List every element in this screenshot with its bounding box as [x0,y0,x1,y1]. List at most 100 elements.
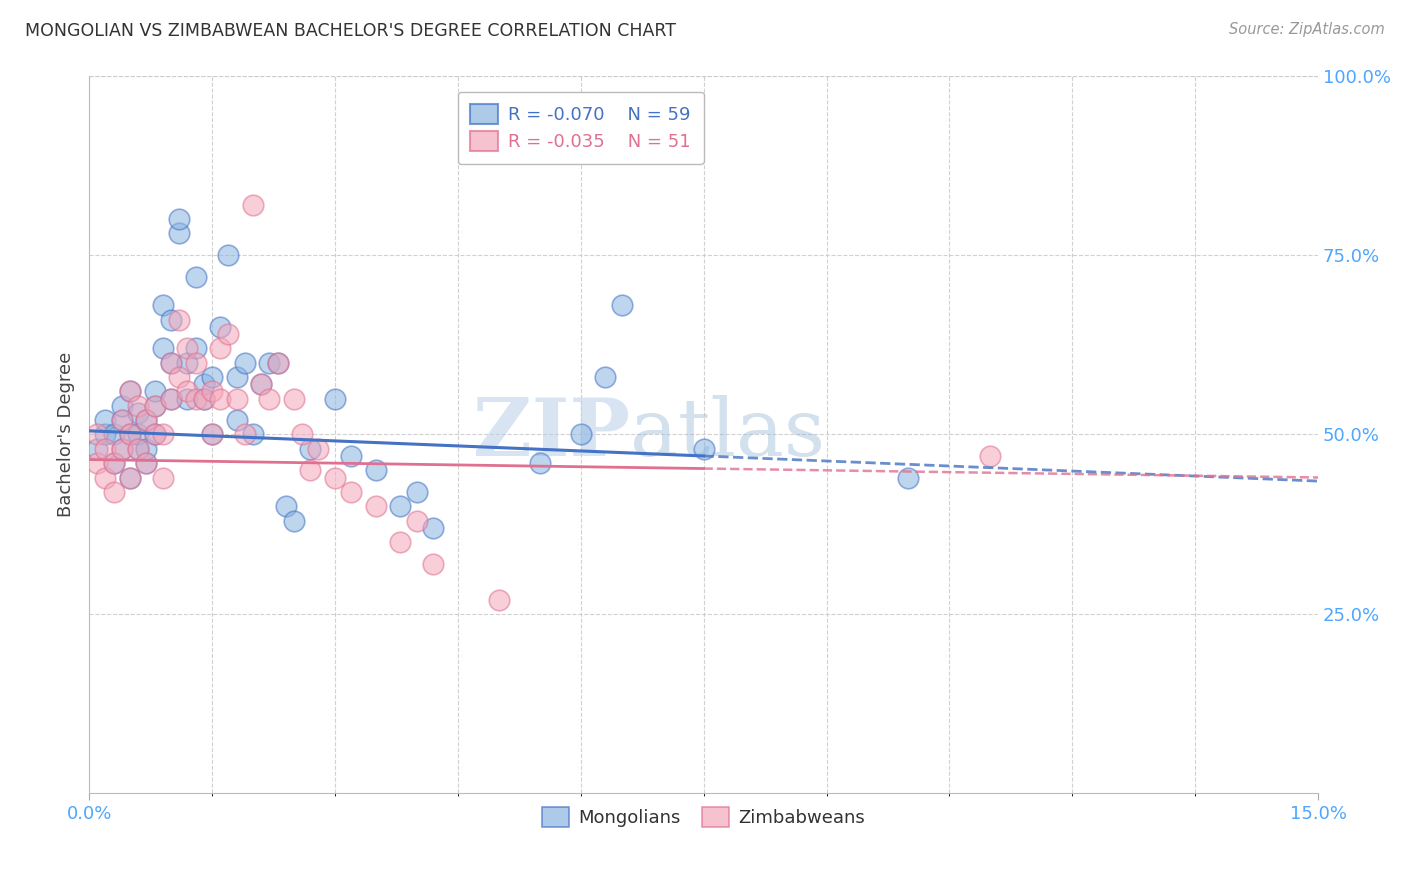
Point [201,427,224,442]
Point [152,427,174,442]
Point [979,449,1001,463]
Point [135,413,157,427]
Point [111,413,134,427]
Point [340,484,363,499]
Point [266,356,288,370]
Point [111,442,134,456]
Point [143,384,166,399]
Point [259,356,281,370]
Point [135,442,157,456]
Point [250,377,273,392]
Point [242,198,264,212]
Point [160,356,183,370]
Point [143,427,166,442]
Legend: Mongolians, Zimbabweans: Mongolians, Zimbabweans [534,800,872,835]
Point [127,442,149,456]
Point [86,456,108,470]
Point [193,392,215,406]
Point [184,392,207,406]
Point [201,370,224,384]
Point [103,456,125,470]
Point [111,399,134,413]
Point [340,449,363,463]
Point [209,319,232,334]
Point [118,384,141,399]
Point [225,413,247,427]
Point [167,312,190,326]
Point [127,442,149,456]
Point [225,370,247,384]
Point [135,456,157,470]
Text: Source: ZipAtlas.com: Source: ZipAtlas.com [1229,22,1385,37]
Point [152,470,174,484]
Point [422,557,444,571]
Point [127,399,149,413]
Point [242,427,264,442]
Point [259,392,281,406]
Text: MONGOLIAN VS ZIMBABWEAN BACHELOR'S DEGREE CORRELATION CHART: MONGOLIAN VS ZIMBABWEAN BACHELOR'S DEGRE… [25,22,676,40]
Point [152,341,174,355]
Point [389,500,412,514]
Point [291,427,314,442]
Point [209,392,232,406]
Point [167,370,190,384]
Point [323,392,346,406]
Point [250,377,273,392]
Point [86,442,108,456]
Point [283,392,305,406]
Point [94,427,117,442]
Point [127,427,149,442]
Point [610,298,633,312]
Point [118,384,141,399]
Point [103,484,125,499]
Point [86,427,108,442]
Point [364,500,387,514]
Point [143,427,166,442]
Point [692,442,714,456]
Y-axis label: Bachelor's Degree: Bachelor's Degree [58,351,75,517]
Point [143,399,166,413]
Point [193,392,215,406]
Point [94,413,117,427]
Point [422,521,444,535]
Point [569,427,592,442]
Point [593,370,616,384]
Point [118,427,141,442]
Point [176,392,198,406]
Point [299,463,322,477]
Point [160,392,183,406]
Point [118,470,141,484]
Point [233,356,256,370]
Point [405,484,427,499]
Point [176,356,198,370]
Point [160,356,183,370]
Point [323,470,346,484]
Point [266,356,288,370]
Point [111,442,134,456]
Point [184,269,207,284]
Point [94,470,117,484]
Point [488,592,510,607]
Point [364,463,387,477]
Point [143,399,166,413]
Point [389,535,412,549]
Point [217,248,239,262]
Point [209,341,232,355]
Point [217,326,239,341]
Point [184,341,207,355]
Point [167,212,190,227]
Point [118,470,141,484]
Text: atlas: atlas [630,395,825,474]
Point [118,427,141,442]
Point [184,356,207,370]
Point [176,384,198,399]
Point [225,392,247,406]
Point [127,406,149,420]
Point [103,456,125,470]
Point [135,456,157,470]
Point [160,312,183,326]
Point [193,377,215,392]
Point [299,442,322,456]
Point [135,413,157,427]
Point [529,456,551,470]
